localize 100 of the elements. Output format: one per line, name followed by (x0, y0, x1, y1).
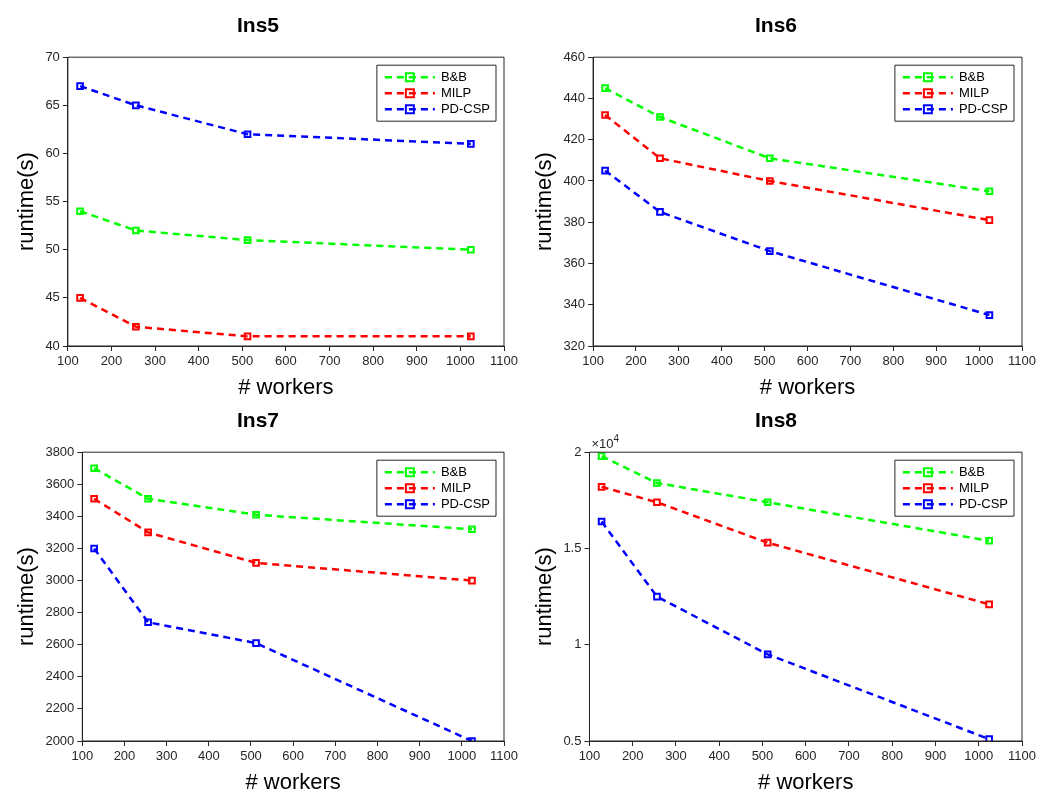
point (985, 187, 994, 196)
y-tick-label: 3600 (45, 475, 75, 491)
point (765, 154, 774, 163)
x-tick-label: 1000 (964, 353, 994, 369)
x-tick-label: 300 (155, 748, 178, 764)
point (144, 494, 152, 503)
y-tick-label: 55 (45, 193, 60, 209)
x-tick-label: 100 (578, 748, 601, 764)
y-tick-label: 3400 (45, 507, 75, 523)
legend-label: B&B (958, 463, 985, 479)
y-axis-title: runtime(s) (13, 152, 39, 252)
y-tick-label: 360 (563, 255, 586, 271)
x-tick-label: 500 (240, 748, 262, 764)
x-tick-label: 200 (621, 748, 644, 764)
x-tick-label: 700 (318, 353, 341, 369)
point (468, 525, 476, 534)
x-tick-label: 400 (708, 748, 731, 764)
chart-title: Ins7 (236, 408, 280, 432)
point (243, 236, 252, 244)
x-tick-label: 800 (881, 748, 904, 764)
y-tick-label: 70 (45, 48, 60, 64)
y-tick-label: 3800 (45, 443, 75, 459)
point (132, 226, 140, 235)
chart-title: Ins6 (754, 13, 798, 37)
x-tick-label: 1100 (1008, 353, 1036, 369)
point (653, 498, 661, 507)
point (653, 479, 661, 487)
point (656, 113, 664, 121)
y-tick-label: 340 (563, 296, 586, 312)
y-tick-label: 2800 (45, 604, 75, 620)
x-tick-label: 900 (924, 748, 947, 764)
y-tick-label: 2000 (45, 732, 75, 748)
y-tick-label: 40 (45, 337, 60, 353)
point (656, 208, 664, 216)
y-tick-label: 1.5 (563, 540, 582, 556)
x-tick-label: 700 (839, 353, 862, 369)
legend-label: MILP (958, 84, 990, 100)
point (601, 111, 609, 119)
point (765, 177, 774, 185)
point (763, 650, 772, 659)
x-tick-label: 1100 (490, 748, 518, 764)
x-tick-label: 400 (197, 748, 220, 764)
y-tick-label: 400 (563, 172, 586, 188)
point (985, 600, 993, 609)
point (76, 207, 84, 216)
point (76, 82, 84, 90)
point (765, 247, 774, 255)
x-tick-label: 200 (625, 353, 647, 369)
point (243, 332, 252, 341)
x-tick-label: 100 (71, 748, 94, 764)
point (985, 536, 993, 545)
x-tick-label: 700 (324, 748, 347, 764)
y-tick-label: 420 (563, 131, 586, 147)
legend-label: B&B (440, 68, 467, 84)
point (597, 452, 606, 460)
x-tick-label: 600 (794, 748, 817, 764)
legend-label: PD-CSP (440, 495, 491, 511)
y-tick-label: 60 (45, 145, 60, 161)
point (467, 332, 475, 341)
y-axis-title: runtime(s) (531, 547, 557, 647)
y-tick-label: 65 (45, 96, 60, 112)
legend-label: MILP (958, 479, 990, 495)
x-axis-title: # workers (245, 768, 341, 794)
x-tick-label: 1000 (445, 353, 475, 369)
legend-label: PD-CSP (958, 495, 1009, 511)
point (985, 735, 993, 741)
y-tick-label: 3000 (45, 572, 75, 588)
legend-label: PD-CSP (958, 100, 1009, 116)
y-tick-label: 460 (563, 48, 586, 64)
point (144, 618, 152, 627)
x-tick-label: 1000 (964, 748, 994, 764)
point (76, 294, 84, 302)
y-tick-label: 3200 (45, 540, 75, 556)
x-tick-label: 800 (882, 353, 905, 369)
point (653, 592, 661, 601)
y-tick-label: 320 (563, 337, 586, 353)
x-tick-label: 900 (925, 353, 948, 369)
legend-label: B&B (440, 463, 467, 479)
point (132, 322, 140, 331)
y-tick-label: 380 (563, 213, 586, 229)
point (763, 498, 772, 507)
point (656, 154, 664, 163)
y-tick-label: 440 (563, 90, 586, 106)
x-tick-label: 400 (187, 353, 210, 369)
legend-label: PD-CSP (440, 100, 491, 116)
x-axis-title: # workers (759, 373, 856, 399)
x-tick-label: 500 (231, 353, 254, 369)
x-tick-label: 1100 (1008, 748, 1036, 764)
point (144, 528, 152, 537)
x-tick-label: 300 (665, 748, 687, 764)
point (467, 245, 475, 254)
x-axis-title: # workers (758, 768, 854, 794)
x-tick-label: 900 (408, 748, 431, 764)
y-tick-label: 2 (574, 443, 582, 459)
y-tick-label: 50 (45, 241, 60, 257)
y-tick-label: 1 (574, 636, 582, 652)
x-axis-title: # workers (238, 373, 334, 399)
legend-label: B&B (958, 68, 985, 84)
y-axis-title: runtime(s) (13, 547, 39, 647)
x-tick-label: 200 (113, 748, 136, 764)
